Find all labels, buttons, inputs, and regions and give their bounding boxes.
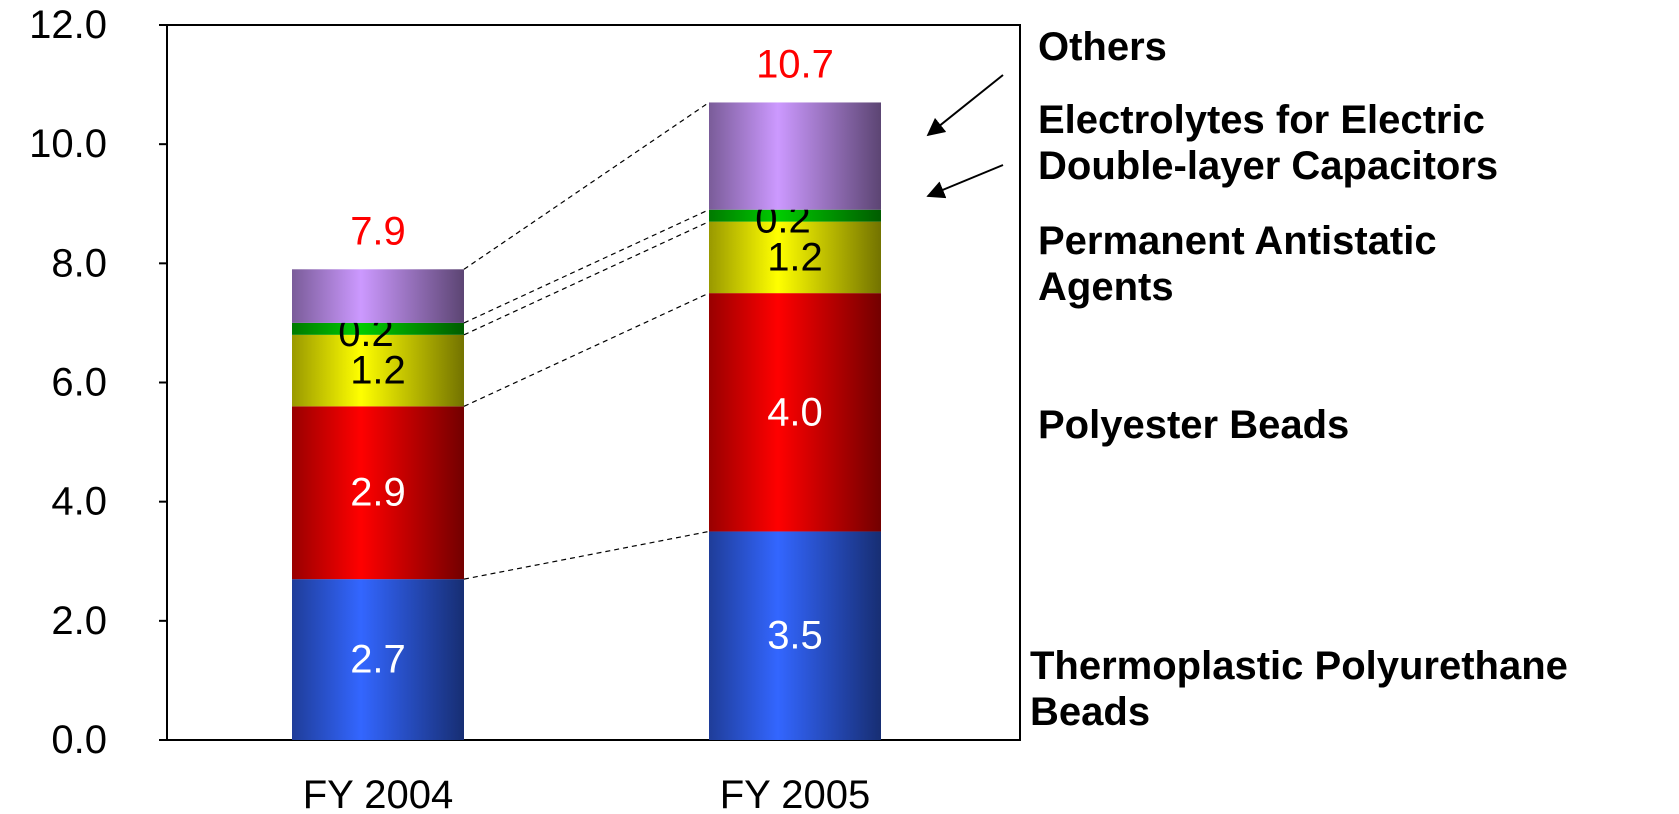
- bar-segment: [292, 334, 464, 407]
- connector: [463, 530, 710, 580]
- data-label: 2.9: [350, 471, 406, 515]
- bar-segment: [709, 221, 881, 294]
- y-tick-label: 8.0: [51, 241, 107, 285]
- x-tick-label: FY 2005: [720, 773, 871, 814]
- bar-segment: [709, 293, 881, 532]
- arrow: [926, 74, 1004, 137]
- y-tick-label: 12.0: [29, 3, 107, 47]
- bar-segment: [292, 579, 464, 740]
- bar-segment: [709, 102, 881, 210]
- legend-label: Polyester Beads: [1038, 403, 1350, 447]
- data-label: 3.5: [767, 614, 823, 658]
- legend-label: Others: [1038, 25, 1167, 69]
- bar-segment: [709, 531, 881, 740]
- connector: [463, 101, 710, 270]
- legend-label: Thermoplastic Polyurethane Beads: [1030, 644, 1568, 734]
- y-tick-label: 10.0: [29, 122, 107, 166]
- x-tick-label: FY 2004: [303, 773, 454, 814]
- connector: [463, 292, 710, 407]
- y-tick-label: 6.0: [51, 361, 107, 405]
- bar-segment: [709, 209, 881, 222]
- data-label: 1.2: [350, 349, 406, 393]
- total-label: 7.9: [350, 209, 406, 253]
- bar-segment: [292, 322, 464, 335]
- y-tick-label: 4.0: [51, 480, 107, 524]
- y-tick-label: 0.0: [51, 718, 107, 762]
- connector: [463, 209, 710, 324]
- arrow: [926, 164, 1004, 199]
- data-label: 4.0: [767, 390, 823, 434]
- data-label: 1.2: [767, 235, 823, 279]
- bar-segment: [292, 406, 464, 580]
- connector: [463, 221, 710, 336]
- legend-label: Permanent Antistatic Agents: [1038, 219, 1437, 309]
- legend-label: Electrolytes for Electric Double-layer C…: [1038, 98, 1499, 188]
- data-label: 2.7: [350, 638, 406, 682]
- bar-segment: [292, 269, 464, 323]
- total-label: 10.7: [756, 42, 834, 86]
- y-tick-label: 2.0: [51, 599, 107, 643]
